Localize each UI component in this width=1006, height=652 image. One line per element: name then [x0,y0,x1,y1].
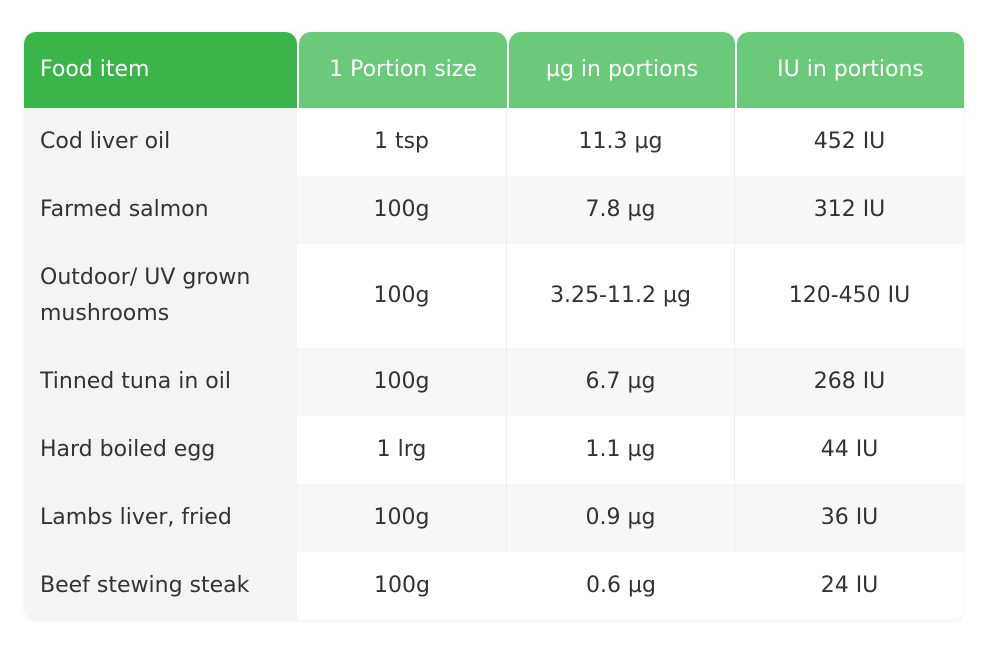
table-cell: 36 IU [735,484,964,552]
table-cell: 0.9 µg [507,484,735,552]
table-cell: 312 IU [735,176,964,244]
row-label: Farmed salmon [24,176,297,244]
header-cell: µg in portions [509,32,735,108]
table-cell: 100g [297,176,507,244]
row-label: Outdoor/ UV grown mushrooms [24,244,297,348]
header-cell: Food item [24,32,297,108]
row-label: Beef stewing steak [24,552,297,620]
vitamin-d-table: Food item 1 Portion size µg in portions IU … [24,32,964,620]
table-cell: 1 lrg [297,416,507,484]
table-cell: 268 IU [735,348,964,416]
header-cell: 1 Portion size [299,32,507,108]
table-cell: 100g [297,244,507,348]
table-cell: 120-450 IU [735,244,964,348]
table-cell: 11.3 µg [507,108,735,176]
table-cell: 100g [297,552,507,620]
table-cell: 44 IU [735,416,964,484]
row-label: Cod liver oil [24,108,297,176]
row-label: Hard boiled egg [24,416,297,484]
header-cell: IU in portions [737,32,964,108]
table-cell: 1 tsp [297,108,507,176]
table-cell: 100g [297,484,507,552]
table-cell: 3.25-11.2 µg [507,244,735,348]
table-cell: 24 IU [735,552,964,620]
table-cell: 0.6 µg [507,552,735,620]
table-cell: 7.8 µg [507,176,735,244]
table-cell: 1.1 µg [507,416,735,484]
table-cell: 100g [297,348,507,416]
table-cell: 6.7 µg [507,348,735,416]
row-label: Lambs liver, fried [24,484,297,552]
table-cell: 452 IU [735,108,964,176]
row-label: Tinned tuna in oil [24,348,297,416]
